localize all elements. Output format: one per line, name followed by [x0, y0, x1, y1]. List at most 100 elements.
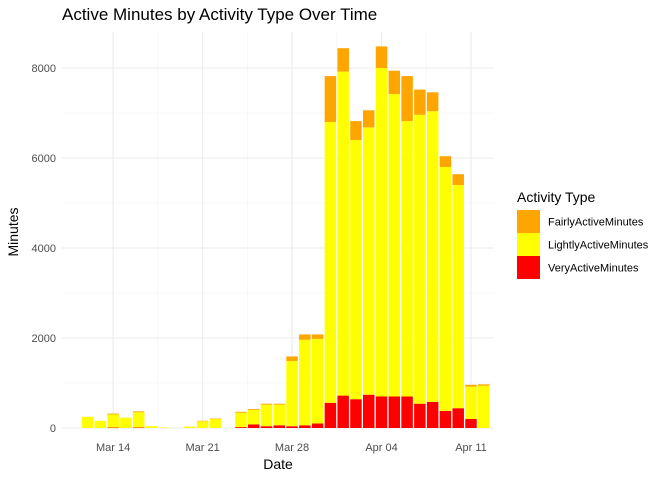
bar-fairly-active-segment	[324, 76, 337, 122]
bar-fairly-active-segment	[375, 46, 388, 68]
bar-lightly-active-segment	[260, 404, 273, 427]
bar-very-active-segment	[311, 423, 324, 428]
bar-very-active-segment	[388, 396, 401, 428]
y-tick-label: 2000	[32, 333, 56, 345]
bar-lightly-active-segment	[426, 111, 439, 402]
bar-lightly-active-segment	[401, 121, 413, 397]
legend-label: VeryActiveMinutes	[548, 263, 639, 275]
y-tick-label: 4000	[32, 243, 56, 255]
bar-lightly-active-segment	[107, 414, 119, 428]
bar-very-active-segment	[273, 425, 286, 428]
y-tick-label: 8000	[32, 63, 56, 75]
bar-lightly-active-segment	[132, 412, 145, 428]
bar-fairly-active-segment	[132, 411, 145, 413]
bar-fairly-active-segment	[273, 403, 286, 405]
bar-lightly-active-segment	[209, 419, 222, 428]
bar-fairly-active-segment	[478, 384, 490, 386]
x-tick-label: Mar 28	[275, 442, 309, 454]
bar-fairly-active-segment	[426, 92, 439, 112]
bar-very-active-segment	[260, 426, 273, 428]
bar-lightly-active-segment	[414, 114, 426, 404]
bar-lightly-active-segment	[452, 185, 464, 409]
legend-swatch	[517, 256, 540, 279]
bar-lightly-active-segment	[158, 427, 170, 429]
bar-very-active-segment	[414, 403, 426, 428]
bar-fairly-active-segment	[401, 76, 413, 122]
bar-fairly-active-segment	[299, 334, 311, 340]
bar-lightly-active-segment	[235, 412, 247, 428]
bar-fairly-active-segment	[235, 411, 247, 413]
legend-label: LightlyActiveMinutes	[548, 240, 649, 252]
bar-very-active-segment	[107, 427, 119, 429]
bar-very-active-segment	[235, 427, 247, 428]
bars-layer	[81, 46, 490, 429]
bar-very-active-segment	[401, 396, 413, 428]
bar-fairly-active-segment	[107, 413, 119, 415]
bar-fairly-active-segment	[350, 121, 362, 140]
bar-fairly-active-segment	[362, 110, 375, 128]
bar-fairly-active-segment	[247, 409, 260, 410]
x-axis-title: Date	[263, 456, 293, 472]
bar-very-active-segment	[286, 426, 298, 428]
bar-fairly-active-segment	[286, 356, 298, 361]
bar-fairly-active-segment	[337, 48, 349, 72]
legend: Activity Type FairlyActiveMinutes Lightly…	[517, 189, 649, 279]
bar-lightly-active-segment	[299, 339, 311, 426]
bar-fairly-active-segment	[388, 70, 401, 95]
bar-very-active-segment	[350, 399, 362, 428]
bar-lightly-active-segment	[286, 360, 298, 427]
bar-lightly-active-segment	[375, 68, 388, 397]
bar-lightly-active-segment	[478, 385, 490, 428]
bar-lightly-active-segment	[465, 386, 477, 419]
bar-fairly-active-segment	[209, 418, 222, 420]
bar-fairly-active-segment	[196, 420, 209, 422]
bar-lightly-active-segment	[439, 167, 452, 411]
y-axis-title: Minutes	[5, 207, 21, 256]
bar-lightly-active-segment	[81, 416, 94, 428]
bar-lightly-active-segment	[388, 94, 401, 397]
bar-very-active-segment	[247, 424, 260, 428]
bar-lightly-active-segment	[311, 338, 324, 424]
chart-title: Active Minutes by Activity Type Over Tim…	[62, 5, 377, 24]
bar-very-active-segment	[426, 401, 439, 428]
bar-very-active-segment	[465, 419, 477, 428]
legend-title: Activity Type	[517, 189, 596, 205]
bar-lightly-active-segment	[350, 140, 362, 400]
bar-fairly-active-segment	[311, 334, 324, 339]
x-axis-ticks: Mar 14 Mar 21 Mar 28 Apr 04 Apr 11	[96, 442, 487, 454]
bar-lightly-active-segment	[120, 417, 132, 428]
x-tick-label: Mar 14	[96, 442, 130, 454]
bar-fairly-active-segment	[414, 89, 426, 115]
x-tick-label: Apr 04	[365, 442, 397, 454]
bar-very-active-segment	[375, 396, 388, 428]
bar-lightly-active-segment	[337, 71, 349, 396]
x-tick-label: Apr 11	[455, 442, 487, 454]
bar-lightly-active-segment	[145, 426, 158, 428]
bar-very-active-segment	[439, 410, 452, 428]
bar-lightly-active-segment	[247, 410, 260, 425]
bar-very-active-segment	[362, 394, 375, 428]
bar-very-active-segment	[132, 427, 145, 429]
bar-lightly-active-segment	[196, 421, 209, 428]
bar-very-active-segment	[299, 425, 311, 428]
legend-label: FairlyActiveMinutes	[548, 217, 644, 229]
x-tick-label: Mar 21	[185, 442, 219, 454]
legend-swatch	[517, 210, 540, 233]
bar-lightly-active-segment	[273, 404, 286, 426]
bar-fairly-active-segment	[260, 403, 273, 405]
legend-swatch	[517, 233, 540, 256]
bar-lightly-active-segment	[324, 122, 337, 403]
bar-fairly-active-segment	[452, 174, 464, 185]
bar-very-active-segment	[324, 402, 337, 428]
bar-fairly-active-segment	[439, 156, 452, 167]
y-tick-label: 0	[50, 423, 56, 435]
bar-fairly-active-segment	[465, 384, 477, 387]
bar-lightly-active-segment	[362, 127, 375, 395]
bar-lightly-active-segment	[184, 426, 196, 428]
bar-very-active-segment	[452, 408, 464, 428]
y-axis-ticks: 0 2000 4000 6000 8000	[32, 63, 56, 435]
y-tick-label: 6000	[32, 153, 56, 165]
bar-lightly-active-segment	[94, 420, 107, 428]
bar-very-active-segment	[337, 395, 349, 428]
